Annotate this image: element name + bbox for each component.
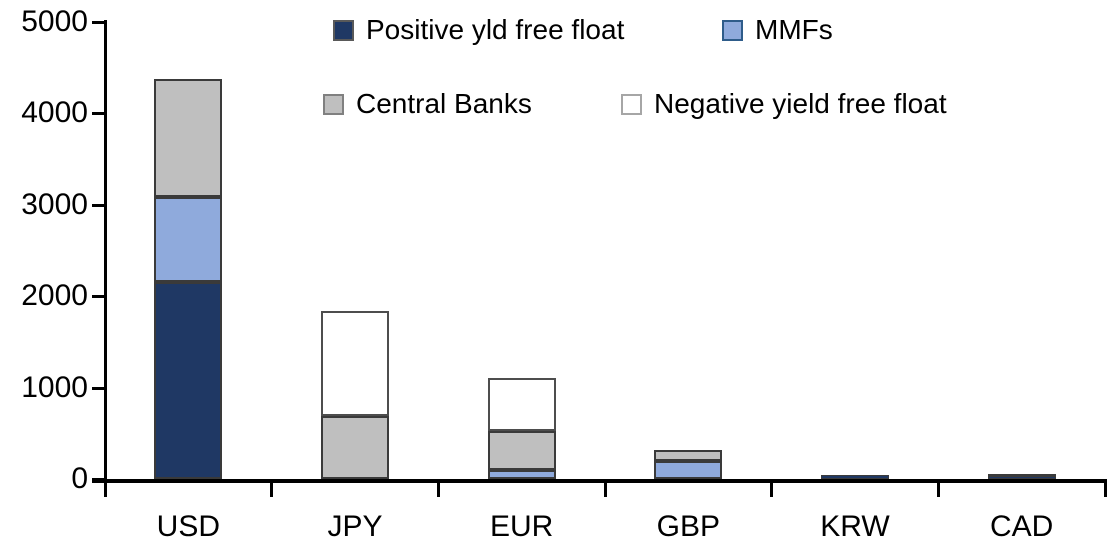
category-label-krw: KRW — [820, 510, 890, 543]
y-axis-tick — [92, 203, 105, 207]
bar-segment-usd-central-banks — [154, 78, 223, 197]
x-axis-line — [92, 479, 1105, 483]
category-label-eur: EUR — [489, 510, 554, 543]
y-tick-label: 5000 — [21, 5, 88, 38]
y-axis-tick — [92, 21, 105, 24]
bar-segment-jpy-negative-yield-free-float — [321, 310, 389, 416]
bar-segment-eur-mmfs — [487, 469, 556, 479]
bar-segment-jpy-central-banks — [321, 415, 389, 479]
category-label-cad: CAD — [989, 510, 1054, 543]
legend-item-positive-yld-free-float: Positive yld free float — [333, 16, 624, 44]
bar-segment-krw-positive-yld-free-float — [821, 475, 889, 479]
x-axis-tick — [936, 479, 940, 497]
y-axis-line — [104, 20, 107, 484]
y-axis-tick — [92, 478, 105, 481]
x-axis-tick — [770, 479, 774, 497]
y-tick-label: 2000 — [21, 279, 88, 313]
bar-segment-eur-negative-yield-free-float — [487, 378, 556, 432]
legend-item-central-banks: Central Banks — [323, 90, 532, 118]
legend-label: MMFs — [755, 14, 833, 45]
x-axis-tick — [270, 479, 274, 497]
bar-segment-gbp-central-banks — [654, 449, 723, 461]
x-axis-tick — [603, 479, 607, 497]
legend-label: Negative yield free float — [654, 88, 947, 119]
legend-swatch-mmfs — [722, 19, 743, 41]
category-label-usd: USD — [156, 510, 220, 543]
bar-segment-cad-central-banks — [987, 473, 1056, 477]
legend-swatch-central-banks — [323, 93, 344, 115]
y-axis-tick — [92, 295, 105, 299]
y-tick-label: 4000 — [21, 96, 88, 130]
x-axis-tick — [436, 479, 440, 497]
legend-label: Central Banks — [356, 88, 532, 119]
legend-item-negative-yield-free-float: Negative yield free float — [621, 90, 947, 118]
bar-segment-eur-central-banks — [487, 431, 556, 470]
legend-label: Positive yld free float — [366, 14, 625, 45]
y-tick-label: 0 — [71, 462, 88, 495]
category-label-jpy: JPY — [327, 510, 383, 543]
legend-swatch-positive-yld — [333, 19, 354, 41]
x-axis-tick — [1103, 479, 1107, 497]
bar-segment-usd-positive-yld-free-float — [154, 282, 223, 479]
x-axis-tick — [103, 479, 107, 497]
legend-item-mmfs: MMFs — [722, 16, 833, 44]
y-axis-tick — [92, 386, 105, 390]
y-tick-label: 1000 — [21, 370, 88, 404]
category-label-gbp: GBP — [656, 510, 720, 543]
bar-segment-gbp-mmfs — [654, 460, 723, 479]
bar-segment-usd-mmfs — [154, 196, 223, 283]
bar-segment-cad-positive-yld-free-float — [987, 476, 1056, 479]
y-axis-tick — [92, 112, 105, 116]
y-tick-label: 3000 — [21, 187, 88, 221]
legend-swatch-negative-yield — [621, 93, 642, 115]
